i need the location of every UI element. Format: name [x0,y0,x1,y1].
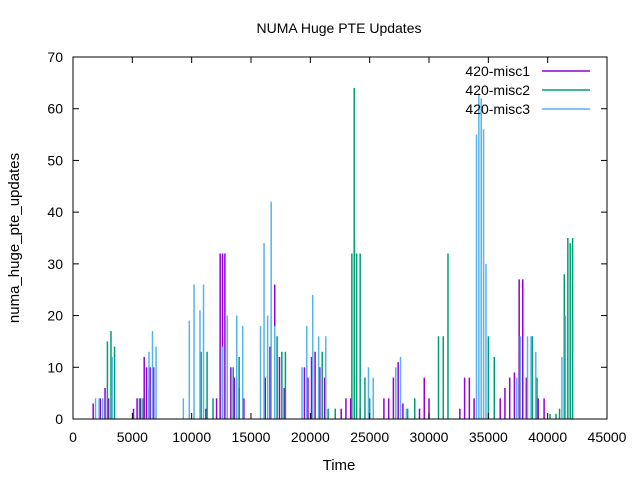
x-tick-label: 40000 [528,429,567,445]
legend: 420-misc1 420-misc2 420-misc3 [465,63,590,117]
y-tick-label: 0 [55,411,63,427]
x-tick-label: 25000 [350,429,389,445]
y-axis-label: numa_huge_pte_updates [6,153,23,323]
series-2 [106,88,574,419]
y-tick-label: 40 [47,204,63,220]
x-tick-label: 5000 [117,429,148,445]
series-3 [94,93,567,419]
y-tick-label: 30 [47,256,63,272]
plot-area-frame [72,56,608,420]
legend-label: 420-misc1 [465,63,530,79]
legend-label: 420-misc3 [465,101,530,117]
x-tick-label: 20000 [291,429,330,445]
x-tick-label: 10000 [172,429,211,445]
x-tick-label: 35000 [469,429,508,445]
x-tick-label: 45000 [588,429,627,445]
x-axis-label: Time [323,457,356,474]
x-tick-label: 15000 [232,429,271,445]
y-tick-label: 20 [47,308,63,324]
legend-label: 420-misc2 [465,82,530,98]
y-tick-label: 10 [47,359,63,375]
x-tick-label: 30000 [410,429,449,445]
series-layer [92,88,574,419]
chart-title: NUMA Huge PTE Updates [257,20,422,36]
y-tick-label: 60 [47,101,63,117]
y-tick-label: 50 [47,152,63,168]
y-tick-label: 70 [47,49,63,65]
x-tick-label: 0 [69,429,77,445]
